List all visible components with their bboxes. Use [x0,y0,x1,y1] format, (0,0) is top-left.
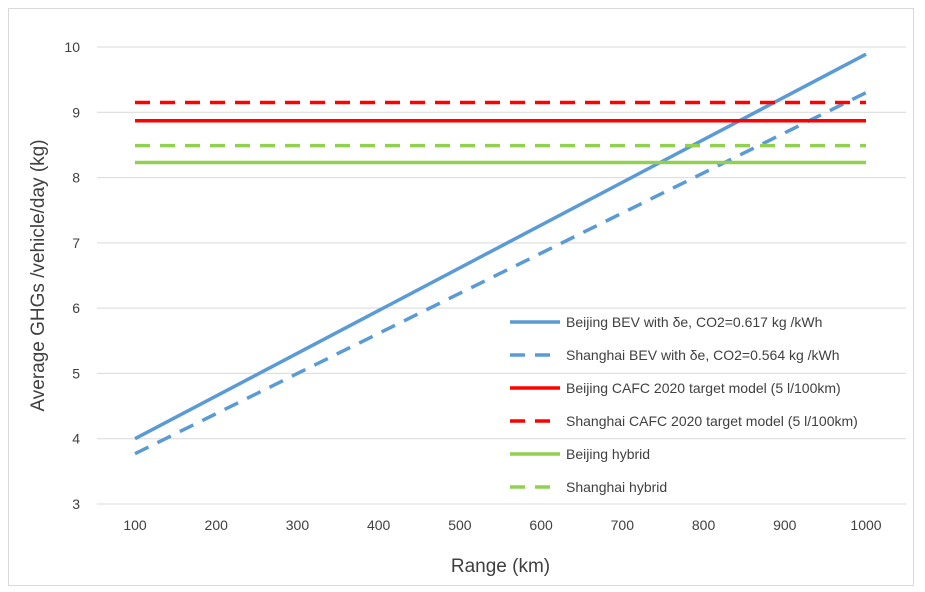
x-tick-label: 200 [205,517,229,533]
series-line [134,52,867,441]
gridlines [97,46,906,505]
series-line [134,91,867,456]
y-tick-label: 10 [64,39,80,55]
legend-label: Beijing hybrid [566,446,650,462]
x-tick-label: 700 [611,517,635,533]
legend-label: Shanghai BEV with δe, CO2=0.564 kg /kWh [566,347,840,363]
x-tick-label: 100 [123,517,147,533]
y-tick-label: 7 [72,235,80,251]
series-lines [134,52,867,456]
x-tick-label: 300 [286,517,310,533]
legend: Beijing BEV with δe, CO2=0.617 kg /kWh Sh… [510,314,858,495]
x-axis-title: Range (km) [451,556,550,577]
x-tick-labels: 100 200 300 400 500 600 700 800 900 1000 [123,517,881,533]
y-tick-label: 8 [72,170,80,186]
x-tick-label: 900 [773,517,797,533]
legend-label: Shanghai hybrid [566,479,667,495]
y-tick-label: 5 [72,365,80,381]
x-tick-label: 400 [367,517,391,533]
y-tick-label: 4 [72,431,80,447]
x-tick-label: 500 [448,517,472,533]
legend-label: Shanghai CAFC 2020 target model (5 l/100… [566,413,858,429]
y-tick-label: 3 [72,496,80,512]
legend-label: Beijing CAFC 2020 target model (5 l/100k… [566,380,841,396]
x-tick-label: 600 [529,517,553,533]
y-axis-title: Average GHGs /vehicle/day (kg) [28,139,49,411]
y-tick-label: 6 [72,300,80,316]
x-tick-label: 800 [692,517,716,533]
legend-label: Beijing BEV with δe, CO2=0.617 kg /kWh [566,314,822,330]
y-tick-labels: 3 4 5 6 7 8 9 10 [64,39,80,512]
x-tick-label: 1000 [850,517,881,533]
chart-frame [8,8,914,586]
y-tick-label: 9 [72,104,80,120]
